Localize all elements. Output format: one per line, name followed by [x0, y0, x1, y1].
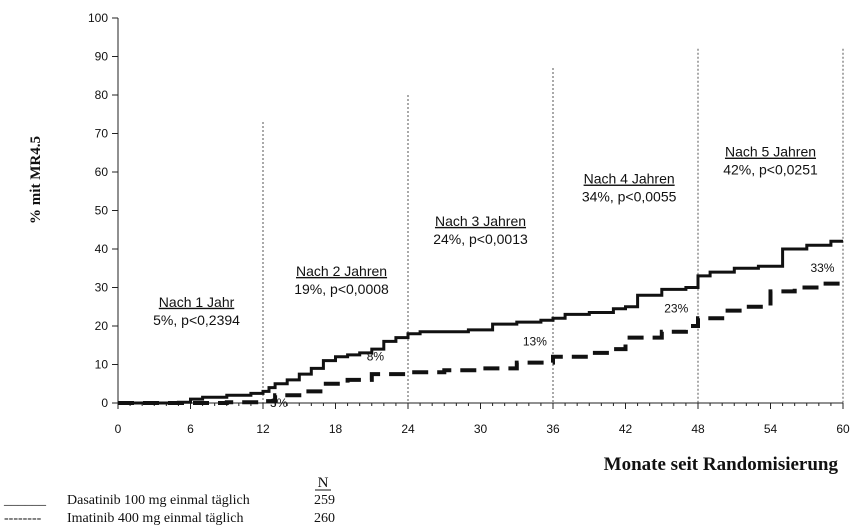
- y-tick-label: 0: [101, 396, 108, 410]
- y-tick-label: 80: [95, 88, 109, 102]
- y-tick-label: 90: [95, 50, 109, 64]
- legend-item-imatinib-label: Imatinib 400 mg einmal täglich: [67, 511, 244, 526]
- milestone-title: Nach 3 Jahren: [435, 213, 526, 229]
- y-tick-label: 50: [95, 204, 109, 218]
- milestone-labels: Nach 1 Jahr 5%, p<0,2394 Nach 2 Jahren 19%,…: [153, 144, 818, 328]
- data-label: 8%: [367, 350, 385, 364]
- y-tick-label: 40: [95, 242, 109, 256]
- milestone-title: Nach 5 Jahren: [725, 144, 816, 160]
- axes: 0 10 20 30 40 50 60 70 80 90 100 0 6 12 18 24 30 36 42 48 54…: [88, 11, 850, 436]
- y-tick-label: 20: [95, 319, 109, 333]
- data-label: 33%: [810, 261, 834, 275]
- x-tick-label: 18: [329, 422, 343, 436]
- milestone-detail: 34%, p<0,0055: [582, 189, 677, 205]
- series-line-imatinib: [118, 281, 843, 405]
- x-tick-label: 48: [691, 422, 705, 436]
- legend-item-imatinib-n: 260: [314, 511, 335, 526]
- x-tick-label: 12: [256, 422, 270, 436]
- milestone-lines: [262, 48, 844, 403]
- y-tick-label: 70: [95, 127, 109, 141]
- series-line-dasatinib: [118, 239, 843, 405]
- legend-n-header: N: [318, 475, 329, 491]
- data-label: 23%: [664, 302, 688, 316]
- x-tick-label: 30: [474, 422, 488, 436]
- x-tick-label: 0: [115, 422, 122, 436]
- y-axis-label: % mit MR4.5: [28, 136, 44, 224]
- milestone-detail: 24%, p<0,0013: [433, 231, 528, 247]
- y-tick-label: 100: [88, 11, 108, 25]
- x-axis-label: Monate seit Randomisierung: [604, 454, 839, 475]
- x-tick-label: 6: [187, 422, 194, 436]
- legend-item-imatinib-prefix: --------: [4, 511, 42, 526]
- x-tick-label: 24: [401, 422, 415, 436]
- data-label: 13%: [523, 334, 547, 348]
- legend-item-dasatinib-prefix: ______: [3, 493, 47, 508]
- x-tick-label: 54: [764, 422, 778, 436]
- milestone-title: Nach 4 Jahren: [584, 171, 675, 187]
- x-tick-label: 60: [836, 422, 850, 436]
- y-tick-label: 60: [95, 165, 109, 179]
- milestone-detail: 42%, p<0,0251: [723, 162, 818, 178]
- data-label: 3%: [270, 396, 288, 410]
- y-tick-label: 30: [95, 281, 109, 295]
- milestone-detail: 5%, p<0,2394: [153, 312, 240, 328]
- milestone-title: Nach 1 Jahr: [159, 294, 235, 310]
- legend-item-dasatinib-label: Dasatinib 100 mg einmal täglich: [67, 493, 250, 508]
- x-tick-label: 42: [619, 422, 633, 436]
- milestone-title: Nach 2 Jahren: [296, 263, 387, 279]
- series-layer: [118, 239, 843, 405]
- legend-item-dasatinib-n: 259: [314, 493, 335, 508]
- annotation-layer: 3% 8% 13% 23% 33%: [270, 261, 835, 410]
- y-tick-label: 10: [95, 358, 109, 372]
- x-tick-label: 36: [546, 422, 560, 436]
- legend: N ______ Dasatinib 100 mg einmal täglich…: [3, 475, 335, 526]
- milestone-detail: 19%, p<0,0008: [294, 281, 389, 297]
